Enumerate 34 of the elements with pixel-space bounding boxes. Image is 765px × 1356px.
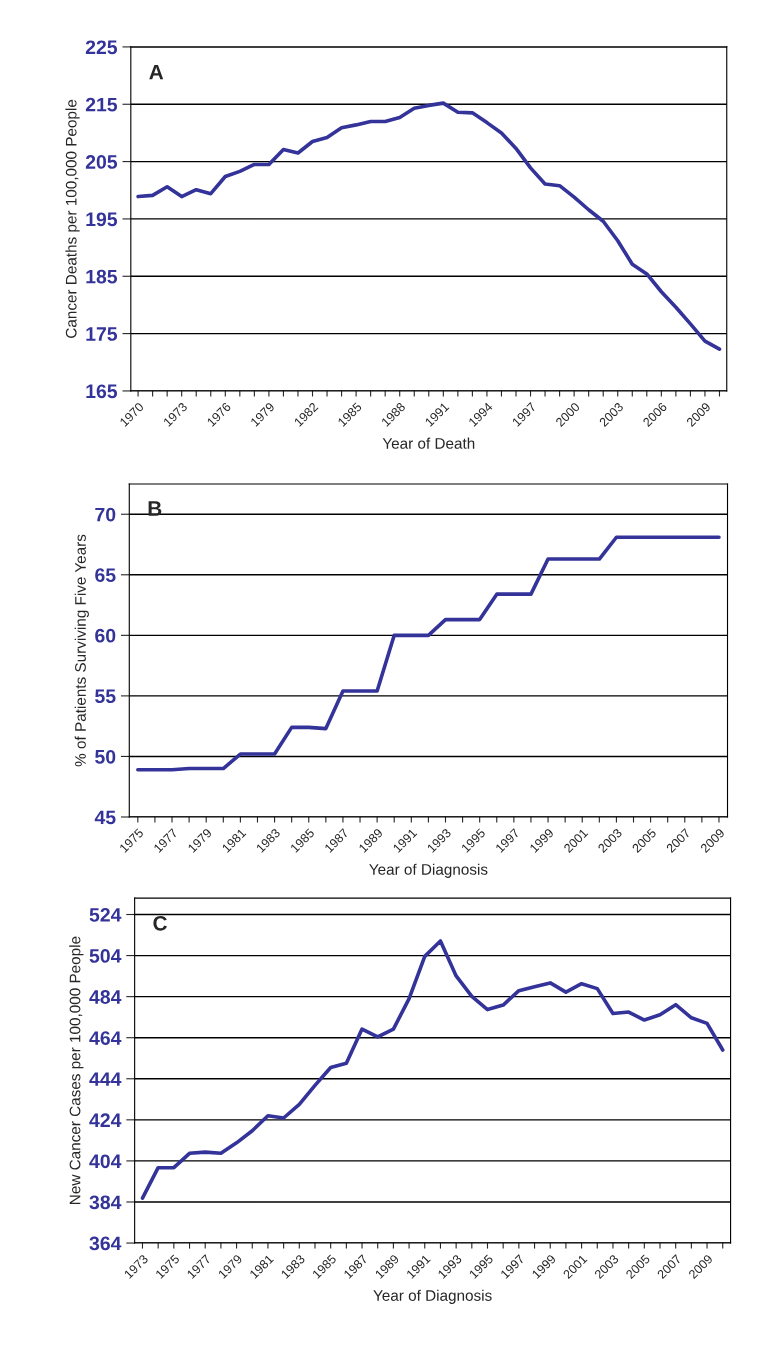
y-axis-title: % of Patients Surviving Five Years — [74, 534, 89, 767]
y-tick-label: 524 — [89, 907, 122, 922]
annotation: A — [149, 64, 164, 80]
y-tick-label: 225 — [85, 40, 118, 55]
line-series — [136, 535, 721, 772]
y-tick-label: 484 — [89, 990, 122, 1004]
x-axis-title: Year of Diagnosis — [373, 1289, 492, 1304]
y-tick-label: 165 — [86, 384, 118, 399]
y-tick-label: 50 — [95, 749, 116, 764]
y-tick-label: 444 — [89, 1072, 122, 1086]
line-series — [140, 939, 725, 1200]
y-tick-label: 205 — [85, 155, 118, 169]
y-tick-label: 45 — [94, 810, 116, 825]
y-tick-label: 215 — [85, 97, 118, 112]
y-tick-label: 384 — [89, 1195, 122, 1210]
y-tick-label: 195 — [86, 212, 118, 227]
y-tick-label: 404 — [89, 1154, 122, 1169]
y-axis-title: Cancer Deaths per 100,000 People — [65, 99, 80, 338]
y-tick-label: 60 — [95, 628, 116, 643]
line-series — [136, 101, 722, 351]
y-tick-label: 55 — [95, 689, 116, 704]
y-tick-label: 364 — [89, 1236, 122, 1251]
x-axis-title: Year of Death — [382, 437, 475, 449]
x-axis-title: Year of Diagnosis — [369, 863, 488, 878]
y-tick-label: 424 — [89, 1113, 122, 1127]
annotation: B — [148, 501, 162, 516]
y-tick-label: 504 — [89, 949, 122, 963]
y-tick-label: 464 — [89, 1031, 122, 1045]
y-tick-label: 185 — [86, 269, 118, 284]
y-tick-label: 175 — [86, 327, 118, 341]
y-tick-label: 65 — [95, 568, 116, 583]
y-tick-label: 70 — [95, 507, 116, 522]
annotation: C — [153, 915, 167, 931]
y-axis-title: New Cancer Cases per 100,000 People — [69, 936, 84, 1204]
